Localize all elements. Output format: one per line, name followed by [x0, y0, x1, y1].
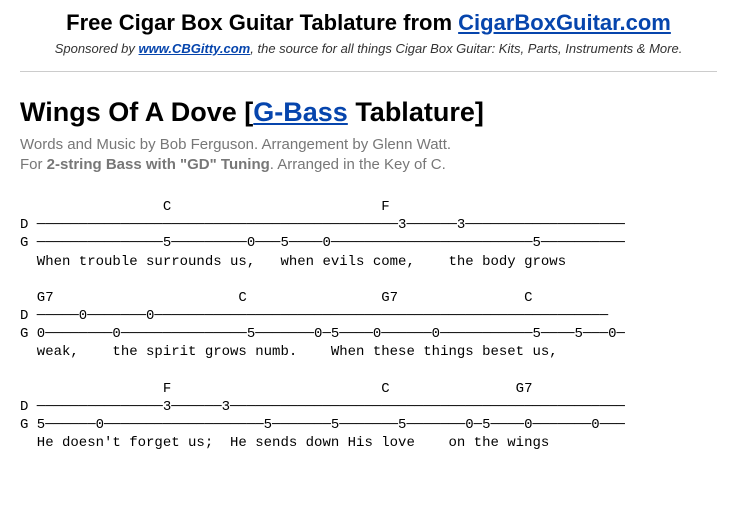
sponsor-line: Sponsored by www.CBGitty.com, the source…	[20, 41, 717, 56]
sponsor-prefix: Sponsored by	[55, 41, 139, 56]
song-title-prefix: Wings Of A Dove [	[20, 97, 253, 127]
gbass-link[interactable]: G-Bass	[253, 97, 348, 127]
song-title-suffix: Tablature]	[348, 97, 484, 127]
tab-block-3: F C G7 D ───────────────3──────3────────…	[20, 380, 717, 453]
divider	[20, 71, 717, 72]
tuning-line: For 2-string Bass with "GD" Tuning. Arra…	[20, 156, 717, 173]
credits-line: Words and Music by Bob Ferguson. Arrange…	[20, 136, 717, 153]
tuning-bold: 2-string Bass with "GD" Tuning	[47, 156, 270, 173]
sponsor-suffix: , the source for all things Cigar Box Gu…	[250, 41, 682, 56]
cbgitty-link[interactable]: www.CBGitty.com	[139, 41, 251, 56]
header-prefix: Free Cigar Box Guitar Tablature from	[66, 10, 458, 35]
tab-block-2: G7 C G7 C D ─────0───────0──────────────…	[20, 289, 717, 362]
song-title: Wings Of A Dove [G-Bass Tablature]	[20, 97, 717, 128]
tuning-prefix: For	[20, 156, 47, 173]
cigarboxguitar-link[interactable]: CigarBoxGuitar.com	[458, 10, 671, 35]
tuning-suffix: . Arranged in the Key of C.	[270, 156, 446, 173]
page-header-title: Free Cigar Box Guitar Tablature from Cig…	[20, 10, 717, 36]
tab-block-1: C F D ──────────────────────────────────…	[20, 198, 717, 271]
